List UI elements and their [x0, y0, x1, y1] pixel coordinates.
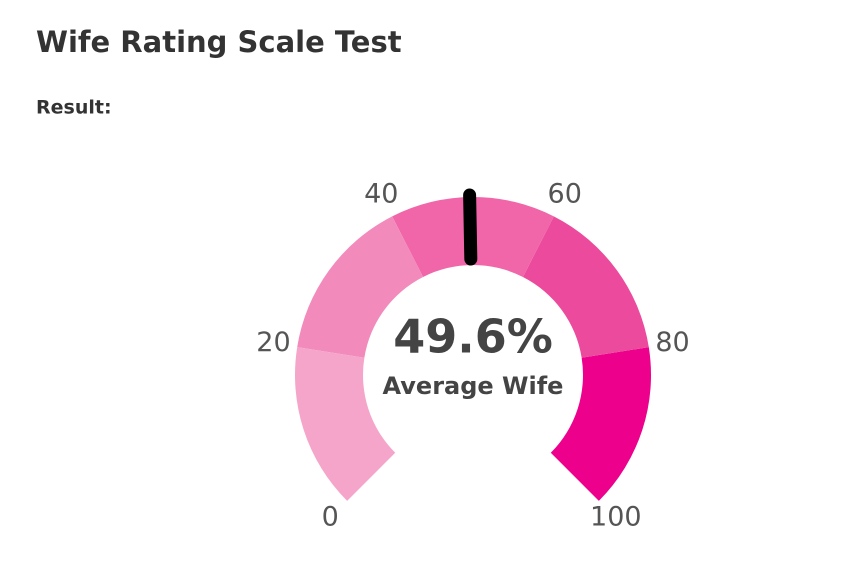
gauge-label: Average Wife [383, 372, 564, 400]
gauge-band [550, 347, 652, 501]
result-label: Result: [36, 97, 112, 119]
tick-label: 100 [590, 501, 642, 532]
value-label: 49.6% [393, 310, 553, 364]
gauge-band [297, 216, 424, 358]
tick-label: 40 [364, 179, 398, 210]
gauge-band [522, 216, 649, 358]
gauge-band [295, 347, 396, 501]
tick-label: 60 [548, 179, 582, 210]
tick-label: 20 [256, 327, 290, 358]
tick-label: 0 [322, 501, 339, 532]
tick-label: 80 [655, 327, 689, 358]
chart-title: Wife Rating Scale Test [36, 25, 402, 59]
needle [463, 188, 478, 266]
